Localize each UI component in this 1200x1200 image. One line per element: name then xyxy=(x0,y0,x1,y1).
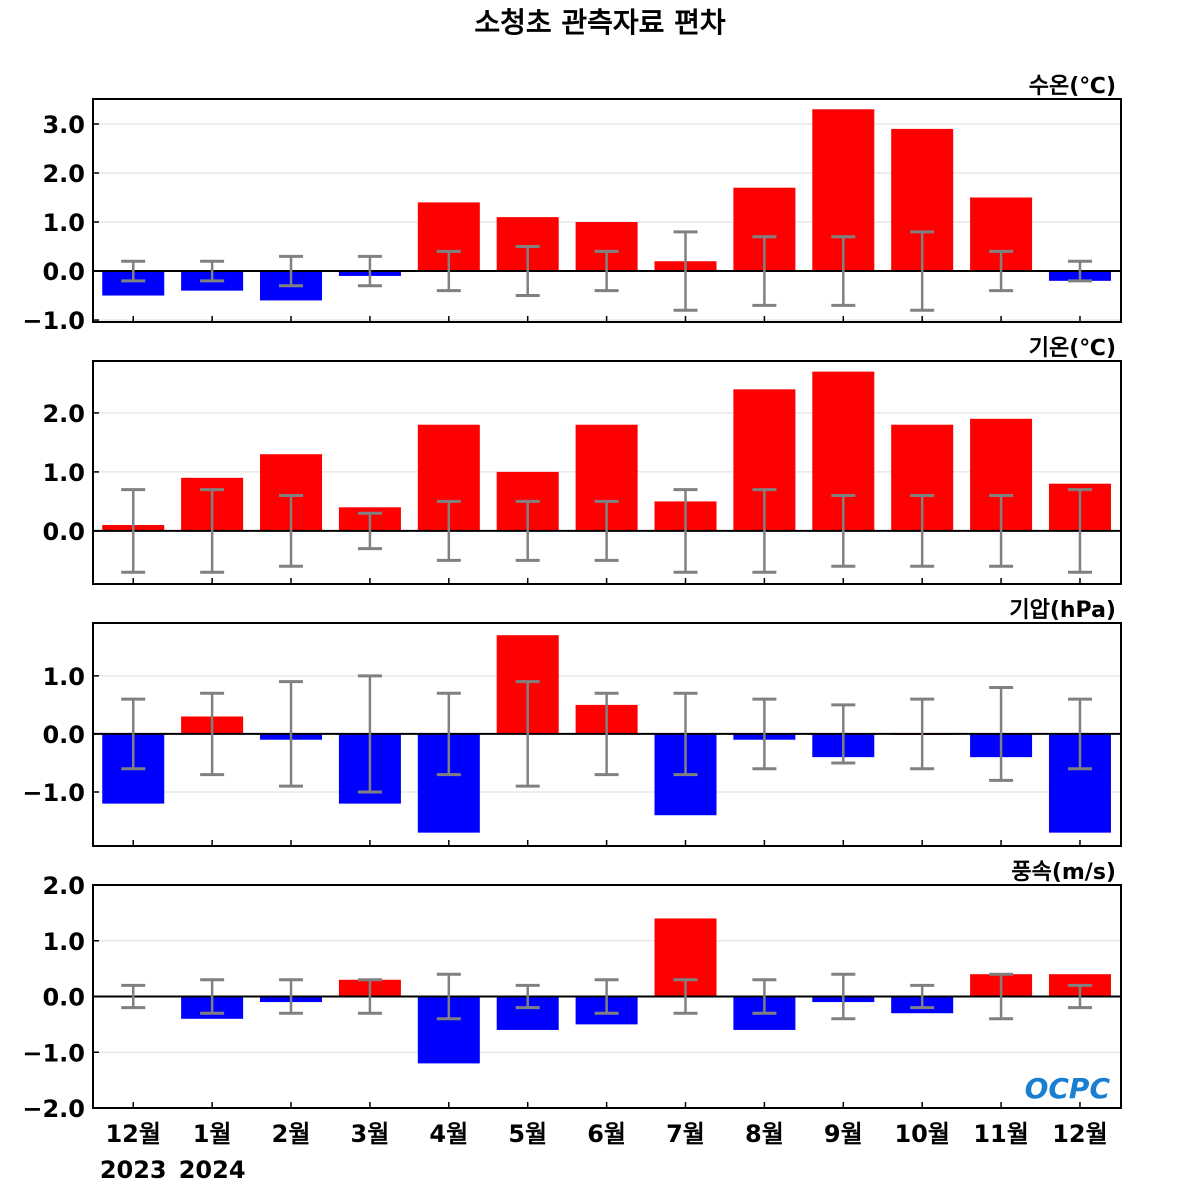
error-bar xyxy=(752,488,777,574)
error-bar xyxy=(673,978,698,1015)
error-bar xyxy=(515,245,540,298)
chart-title: 소청초 관측자료 편차 xyxy=(474,6,726,39)
error-bar xyxy=(121,488,146,574)
x-year-label: 2023 xyxy=(100,1156,167,1184)
error-bar xyxy=(752,235,777,307)
error-bar xyxy=(121,259,146,283)
error-bar xyxy=(200,691,225,777)
error-bar xyxy=(436,249,461,293)
error-bar xyxy=(910,494,935,568)
error-bar xyxy=(1067,259,1092,283)
error-bar xyxy=(831,494,856,568)
error-bar xyxy=(515,983,540,1010)
x-tick-label: 9월 xyxy=(824,1120,863,1148)
x-year-label: 2024 xyxy=(179,1156,246,1184)
y-tick-label: −1.0 xyxy=(22,307,85,335)
y-tick-label: 0.0 xyxy=(42,258,85,286)
error-bar xyxy=(1067,983,1092,1010)
error-bar xyxy=(831,972,856,1021)
error-bar xyxy=(279,680,304,788)
error-bar xyxy=(594,691,619,777)
y-tick-label: 0.0 xyxy=(42,518,85,546)
error-bar xyxy=(357,511,382,551)
y-tick-label: 1.0 xyxy=(42,459,85,487)
error-bar xyxy=(121,983,146,1010)
panel-frame xyxy=(92,98,1122,323)
panel-frame xyxy=(92,622,1122,847)
x-tick-label: 7월 xyxy=(666,1120,705,1148)
error-bar xyxy=(831,703,856,765)
y-tick-label: −2.0 xyxy=(22,1095,85,1123)
error-bar xyxy=(910,697,935,771)
error-bar xyxy=(279,978,304,1015)
error-bar xyxy=(989,494,1014,568)
y-tick-label: −1.0 xyxy=(22,779,85,807)
y-tick-label: −1.0 xyxy=(22,1039,85,1067)
error-bar xyxy=(357,254,382,288)
x-tick-label: 8월 xyxy=(745,1120,784,1148)
error-bar xyxy=(279,254,304,288)
y-tick-label: 2.0 xyxy=(42,400,85,428)
panel-unit-label: 수온(℃) xyxy=(1029,74,1116,99)
panel-unit-label: 기온(℃) xyxy=(1029,336,1116,361)
x-tick-label: 11월 xyxy=(973,1120,1028,1148)
error-bar xyxy=(594,249,619,293)
error-bar xyxy=(673,230,698,312)
error-bar xyxy=(436,499,461,562)
error-bar xyxy=(436,691,461,777)
error-bar xyxy=(200,488,225,574)
panel-frame xyxy=(92,884,1122,1109)
y-tick-label: 1.0 xyxy=(42,928,85,956)
panel-4: −2.0 −1.0 0.0 1.0 2.0 풍속(m/s) xyxy=(22,860,1122,1123)
x-tick-label: 10월 xyxy=(894,1120,949,1148)
error-bar xyxy=(673,488,698,574)
x-tick-label: 5월 xyxy=(508,1120,547,1148)
error-bar xyxy=(357,978,382,1015)
y-tick-label: 1.0 xyxy=(42,209,85,237)
x-tick-label: 12월 xyxy=(105,1120,160,1148)
panel-3: −1.0 0.0 1.0 기압(hPa) xyxy=(22,598,1122,847)
x-tick-label: 2월 xyxy=(272,1120,311,1148)
panel-frame xyxy=(92,360,1122,585)
error-bar xyxy=(910,230,935,312)
error-bar xyxy=(989,972,1014,1021)
y-tick-label: 0.0 xyxy=(42,721,85,749)
error-bar xyxy=(989,685,1014,782)
y-tick-label: 2.0 xyxy=(42,160,85,188)
error-bar xyxy=(752,697,777,771)
y-tick-label: 1.0 xyxy=(42,663,85,691)
x-tick-label: 6월 xyxy=(587,1120,626,1148)
error-bar xyxy=(515,499,540,562)
panel-unit-label: 풍속(m/s) xyxy=(1011,860,1116,885)
error-bar xyxy=(357,674,382,794)
ocpc-logo: OCPC xyxy=(1025,1072,1111,1105)
y-tick-label: 0.0 xyxy=(42,984,85,1012)
panel-1: −1.0 0.0 1.0 2.0 3.0 수온(℃) xyxy=(22,74,1122,335)
x-tick-label: 3월 xyxy=(351,1120,390,1148)
error-bar xyxy=(989,249,1014,293)
error-bar xyxy=(594,978,619,1015)
x-tick-label: 4월 xyxy=(429,1120,468,1148)
x-tick-label: 1월 xyxy=(193,1120,232,1148)
error-bar xyxy=(1067,697,1092,771)
error-bar xyxy=(436,972,461,1021)
error-bar xyxy=(1067,488,1092,574)
error-bar xyxy=(910,983,935,1010)
error-bar xyxy=(121,697,146,771)
panel-2: 0.0 1.0 2.0 기온(℃) xyxy=(42,336,1122,585)
y-tick-label: 3.0 xyxy=(42,111,85,139)
error-bar xyxy=(594,499,619,562)
error-bar xyxy=(515,680,540,788)
error-bar xyxy=(200,259,225,283)
error-bar xyxy=(200,978,225,1015)
error-bar xyxy=(279,494,304,568)
error-bar xyxy=(752,978,777,1015)
y-tick-label: 2.0 xyxy=(42,872,85,900)
error-bar xyxy=(673,691,698,777)
panel-unit-label: 기압(hPa) xyxy=(1009,598,1116,623)
error-bar xyxy=(831,235,856,307)
x-tick-label: 12월 xyxy=(1052,1120,1107,1148)
